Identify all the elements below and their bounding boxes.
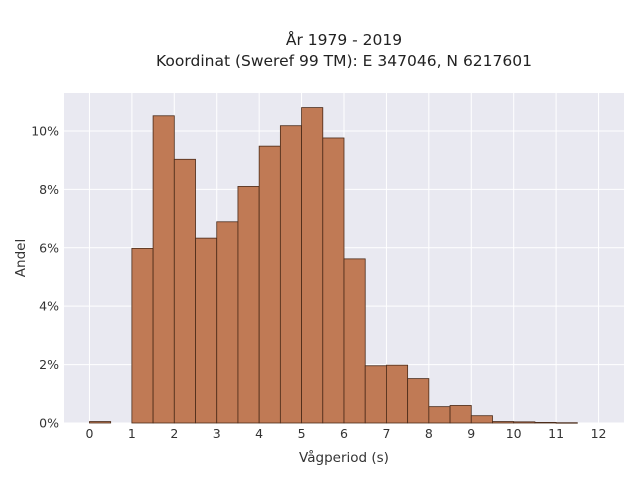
y-tick-label: 10%: [31, 123, 59, 138]
x-tick-label: 5: [298, 426, 306, 441]
histogram-bar: [364, 365, 387, 424]
histogram-bar: [428, 406, 451, 424]
x-tick-label: 4: [255, 426, 263, 441]
histogram-bar: [173, 158, 196, 424]
histogram-bar: [301, 107, 324, 424]
histogram-bar: [216, 221, 239, 424]
x-tick-label: 11: [548, 426, 564, 441]
x-tick-label: 6: [340, 426, 348, 441]
histogram-bar: [279, 125, 302, 424]
y-tick-label: 8%: [39, 182, 59, 197]
histogram-bar: [407, 378, 430, 424]
histogram-bar: [343, 258, 366, 424]
y-axis-label: Andel: [13, 239, 29, 277]
x-tick-label: 2: [170, 426, 178, 441]
y-axis-ticks: 0% 2% 4% 6% 8% 10%: [31, 123, 59, 430]
histogram-bar: [492, 421, 515, 424]
histogram-bar: [237, 186, 260, 424]
x-tick-label: 8: [425, 426, 433, 441]
histogram-bar: [195, 237, 218, 424]
x-tick-label: 0: [85, 426, 93, 441]
x-tick-label: 10: [506, 426, 522, 441]
histogram-bar: [131, 247, 154, 424]
x-tick-label: 7: [382, 426, 390, 441]
x-tick-label: 3: [213, 426, 221, 441]
chart-title-line1: År 1979 - 2019: [286, 30, 402, 49]
histogram-bar: [555, 422, 578, 424]
y-tick-label: 0%: [39, 416, 59, 431]
y-tick-label: 2%: [39, 357, 59, 372]
x-tick-label: 12: [591, 426, 607, 441]
histogram-bar: [534, 422, 557, 424]
y-tick-label: 4%: [39, 299, 59, 314]
chart-title-line2: Koordinat (Sweref 99 TM): E 347046, N 62…: [156, 52, 532, 70]
histogram-bar: [89, 421, 112, 424]
x-tick-label: 9: [467, 426, 475, 441]
histogram-bar: [449, 405, 472, 424]
histogram-bar: [470, 415, 493, 424]
y-tick-label: 6%: [39, 240, 59, 255]
x-axis-label: Vågperiod (s): [299, 449, 389, 466]
histogram-bars: [89, 107, 578, 424]
histogram-bar: [322, 137, 345, 424]
histogram-bar: [386, 364, 409, 424]
x-tick-label: 1: [128, 426, 136, 441]
x-axis-ticks: 0 1 2 3 4 5 6 7 8 9 10 11 12: [85, 426, 606, 441]
histogram-bar: [258, 145, 281, 424]
histogram-bar: [513, 421, 536, 424]
histogram-bar: [152, 115, 175, 424]
